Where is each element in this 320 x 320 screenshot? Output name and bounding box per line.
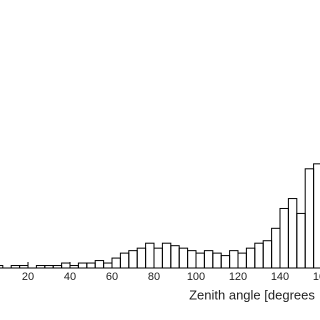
- histogram-bar: [52, 265, 63, 269]
- histogram-bar: [262, 240, 273, 269]
- histogram-bar: [254, 242, 264, 269]
- x-tick-label: 140: [271, 271, 289, 283]
- x-tick-label: 120: [229, 271, 247, 283]
- histogram-bar: [145, 242, 155, 269]
- histogram-bar: [237, 252, 247, 269]
- histogram-bar: [304, 168, 315, 269]
- histogram-bar: [77, 262, 88, 269]
- histogram-bar: [0, 265, 4, 269]
- histogram-bar: [103, 262, 113, 269]
- histogram-bar: [61, 262, 71, 269]
- x-tick-label: 20: [22, 271, 34, 283]
- histogram-bar: [44, 265, 54, 269]
- histogram-bar: [313, 163, 320, 269]
- histogram-bar: [153, 247, 163, 269]
- histogram-bar: [94, 260, 105, 269]
- histogram-bar: [170, 245, 180, 269]
- histogram-bar: [136, 247, 147, 269]
- histogram-bar: [220, 255, 231, 269]
- histogram-bar: [35, 265, 46, 269]
- histogram-bar: [111, 257, 121, 269]
- histogram-bar: [161, 242, 172, 269]
- histogram-bar: [19, 265, 29, 269]
- histogram-bar: [10, 265, 21, 269]
- histogram-bar: [287, 198, 298, 269]
- x-tick-label: 60: [106, 271, 118, 283]
- histogram-bar: [212, 252, 222, 269]
- histogram-bar: [86, 262, 96, 269]
- histogram-bar: [187, 250, 197, 269]
- x-axis-label: Zenith angle [degrees: [189, 287, 315, 302]
- histogram-bar: [296, 212, 306, 269]
- x-tick-label: 160: [313, 271, 320, 283]
- x-tick-label: 100: [187, 271, 205, 283]
- x-tick-label: 40: [64, 271, 76, 283]
- histogram-bar: [229, 250, 239, 269]
- histogram-bar: [271, 227, 281, 269]
- histogram-bar: [203, 250, 214, 269]
- x-tick-label: 80: [148, 271, 160, 283]
- histogram-bar: [178, 247, 189, 269]
- histogram-bar: [69, 265, 79, 269]
- histogram-bar: [245, 247, 256, 269]
- histogram-bar: [119, 252, 130, 269]
- histogram-bar: [128, 250, 138, 269]
- histogram-bar: [279, 207, 289, 269]
- histogram-bar: [195, 252, 205, 269]
